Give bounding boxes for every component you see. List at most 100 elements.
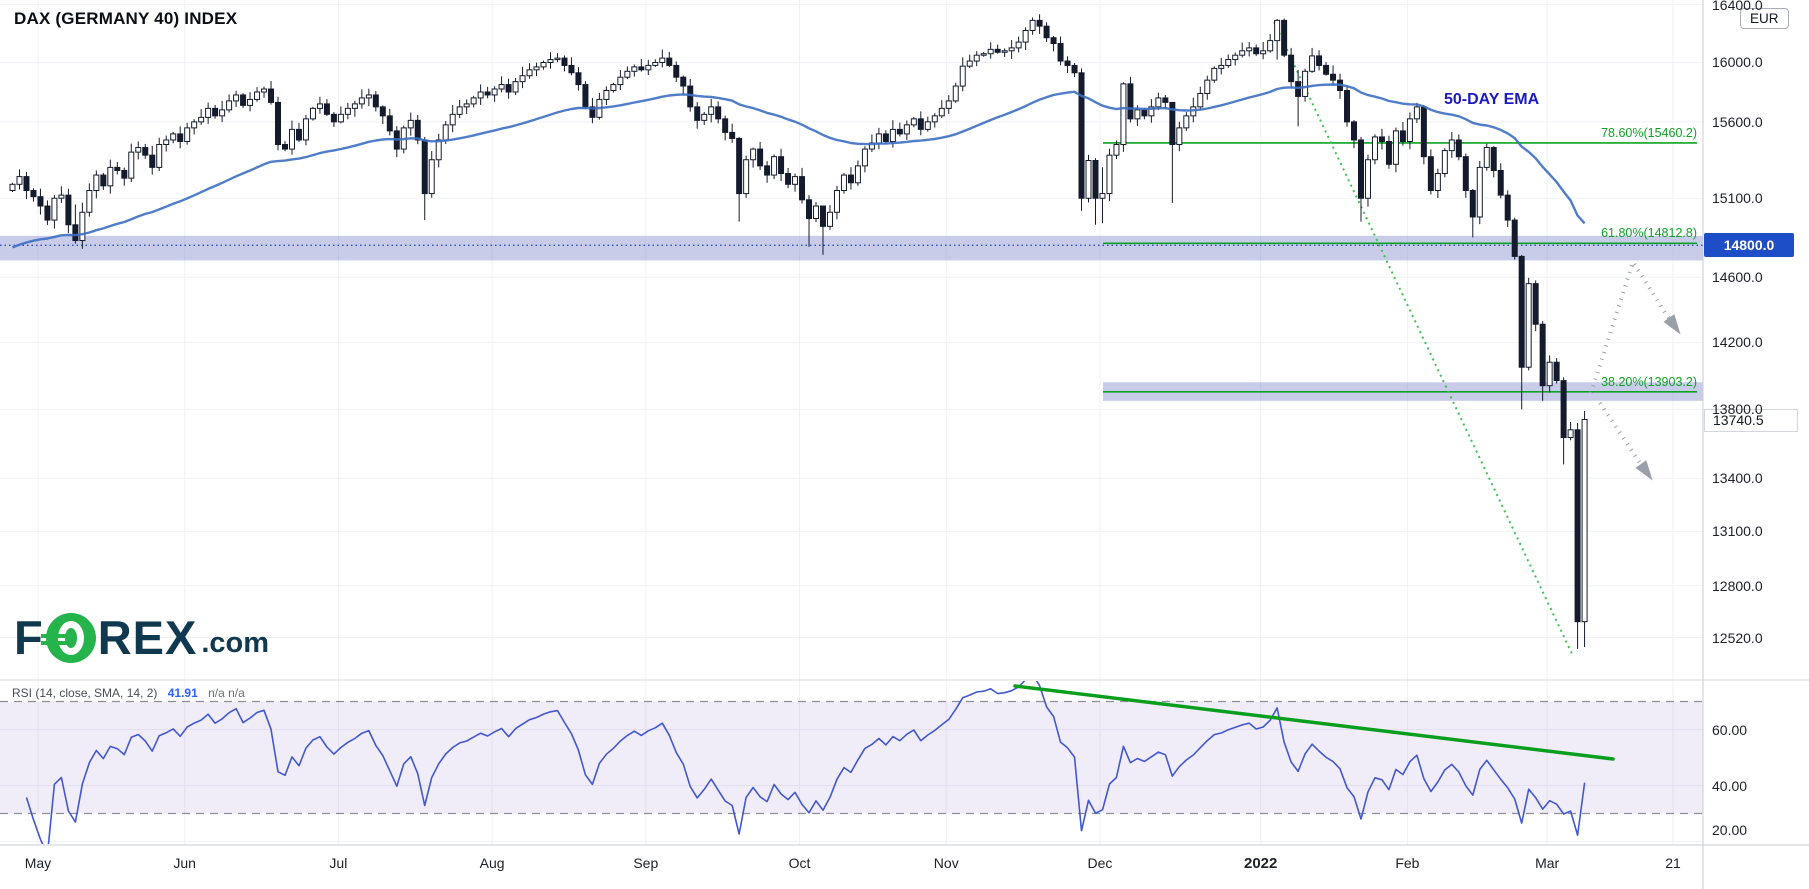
candle-body: [1253, 47, 1260, 55]
candle-body: [1406, 118, 1413, 142]
arrowhead-icon: [1635, 460, 1653, 481]
candle-body: [840, 174, 847, 191]
candle-body: [708, 106, 715, 115]
arrowhead-icon: [1663, 314, 1681, 335]
candle-body: [1092, 160, 1099, 199]
candle-body: [547, 59, 554, 63]
candle-body: [1162, 97, 1169, 103]
candle-body: [966, 60, 973, 67]
rsi-tick: 20.00: [1712, 822, 1748, 838]
candle-body: [121, 169, 128, 179]
month-tick: Oct: [788, 855, 811, 871]
candle-body: [722, 118, 729, 133]
candle-body: [65, 194, 72, 226]
candle-body: [1218, 64, 1225, 69]
candle-body: [589, 106, 596, 118]
candle-body: [435, 139, 442, 161]
candle-body: [442, 124, 449, 141]
candle-body: [666, 57, 673, 66]
candle-body: [1476, 166, 1483, 218]
candle-body: [959, 65, 966, 87]
candle-body: [1008, 47, 1015, 52]
ema-line[interactable]: [12, 83, 1586, 249]
candle-body: [142, 147, 149, 156]
candle-body: [610, 84, 617, 92]
candle-body: [736, 137, 743, 195]
candle-body: [1497, 169, 1504, 196]
fib-382-label: 38.20%(13903.2): [1601, 374, 1697, 389]
candle-body: [9, 183, 16, 191]
rsi-indicator-legend[interactable]: RSI (14, close, SMA, 14, 2) 41.91 n/a n/…: [12, 686, 245, 700]
candle-body: [1504, 194, 1511, 221]
candle-body: [526, 69, 533, 77]
candle-body: [295, 128, 302, 141]
candle-body: [247, 98, 254, 106]
candle-body: [1434, 173, 1441, 191]
candle-body: [778, 156, 785, 175]
candle-body: [673, 64, 680, 78]
candle-body: [1427, 156, 1434, 191]
rsi-value: 41.91: [167, 686, 198, 700]
candle-body: [191, 121, 198, 129]
candle-body: [701, 113, 708, 121]
candle-body: [806, 199, 813, 220]
candle-body: [491, 88, 498, 96]
candle-body: [694, 106, 701, 121]
candle-body: [1155, 97, 1162, 108]
candle-body: [875, 133, 882, 144]
candle-body: [1469, 189, 1476, 218]
candlestick-series: [9, 14, 1588, 649]
candle-body: [1064, 60, 1071, 66]
candle-body: [1295, 81, 1302, 97]
candle-body: [1120, 83, 1127, 146]
candle-body: [337, 113, 344, 123]
candle-body: [240, 94, 247, 106]
candle-body: [1232, 54, 1239, 61]
candle-body: [1043, 25, 1050, 39]
candle-body: [30, 189, 37, 198]
candle-body: [931, 115, 938, 123]
candle-body: [1183, 115, 1190, 129]
rsi-trendline[interactable]: [1013, 684, 1615, 761]
currency-badge[interactable]: EUR: [1740, 8, 1789, 29]
candle-body: [86, 189, 93, 213]
candle-body: [1378, 136, 1385, 142]
candle-body: [1302, 70, 1309, 97]
candle-body: [470, 97, 477, 105]
rsi-na-values: n/a n/a: [208, 686, 245, 700]
candle-body: [58, 194, 65, 199]
candle-body: [233, 94, 240, 102]
rsi-tick: 60.00: [1712, 721, 1748, 738]
fibonacci-levels[interactable]: [1103, 142, 1697, 393]
candle-body: [428, 159, 435, 195]
candle-body: [1029, 19, 1036, 31]
candle-body: [743, 159, 750, 195]
candle-body: [1134, 109, 1141, 120]
candle-body: [792, 176, 799, 185]
month-tick: Dec: [1087, 855, 1113, 871]
candle-body: [645, 64, 652, 71]
rsi-line[interactable]: [25, 674, 1586, 855]
candle-body: [505, 84, 512, 93]
candle-body: [323, 103, 330, 115]
candle-body: [51, 197, 58, 221]
candle-body: [1574, 429, 1581, 623]
candle-body: [1539, 323, 1546, 387]
candle-body: [1078, 72, 1085, 199]
candle-body: [1351, 121, 1358, 141]
candle-body: [1518, 255, 1525, 368]
scenario-arrows[interactable]: [1589, 257, 1681, 481]
chart-title: DAX (GERMANY 40) INDEX: [14, 9, 238, 28]
month-tick: May: [24, 855, 52, 871]
candle-body: [1441, 150, 1448, 175]
candle-body: [456, 106, 463, 115]
candle-body: [449, 113, 456, 126]
candle-body: [1197, 92, 1204, 108]
candle-body: [533, 66, 540, 71]
candle-body: [198, 116, 205, 123]
candle-body: [1490, 147, 1497, 171]
candle-body: [1148, 106, 1155, 117]
candle-body: [799, 176, 806, 201]
candle-body: [1455, 139, 1462, 158]
